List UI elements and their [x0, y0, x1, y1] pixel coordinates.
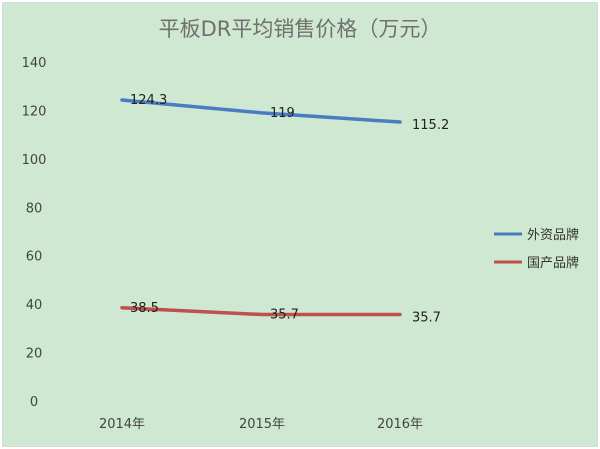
y-tick-label: 140 [22, 56, 47, 71]
data-label: 119 [270, 106, 295, 121]
x-tick-label: 2016年 [377, 417, 423, 432]
legend-label: 外资品牌 [527, 227, 579, 243]
y-tick-label: 100 [22, 153, 47, 168]
data-label: 35.7 [270, 308, 299, 323]
series-line-1 [120, 306, 402, 317]
legend-label: 国产品牌 [527, 255, 579, 271]
y-tick-label: 80 [26, 201, 43, 216]
y-tick-label: 60 [26, 250, 43, 265]
y-tick-label: 20 [26, 347, 43, 362]
chart-title: 平板DR平均销售价格（万元） [159, 17, 442, 41]
y-tick-label: 0 [30, 395, 38, 410]
y-tick-label: 120 [22, 104, 47, 119]
series-line-0 [120, 98, 402, 124]
y-tick-label: 40 [26, 298, 43, 313]
data-label: 124.3 [130, 93, 167, 108]
data-label: 38.5 [130, 301, 159, 316]
data-label: 115.2 [412, 118, 449, 133]
x-tick-label: 2014年 [99, 417, 145, 432]
x-tick-label: 2015年 [239, 417, 285, 432]
data-label: 35.7 [412, 311, 441, 326]
